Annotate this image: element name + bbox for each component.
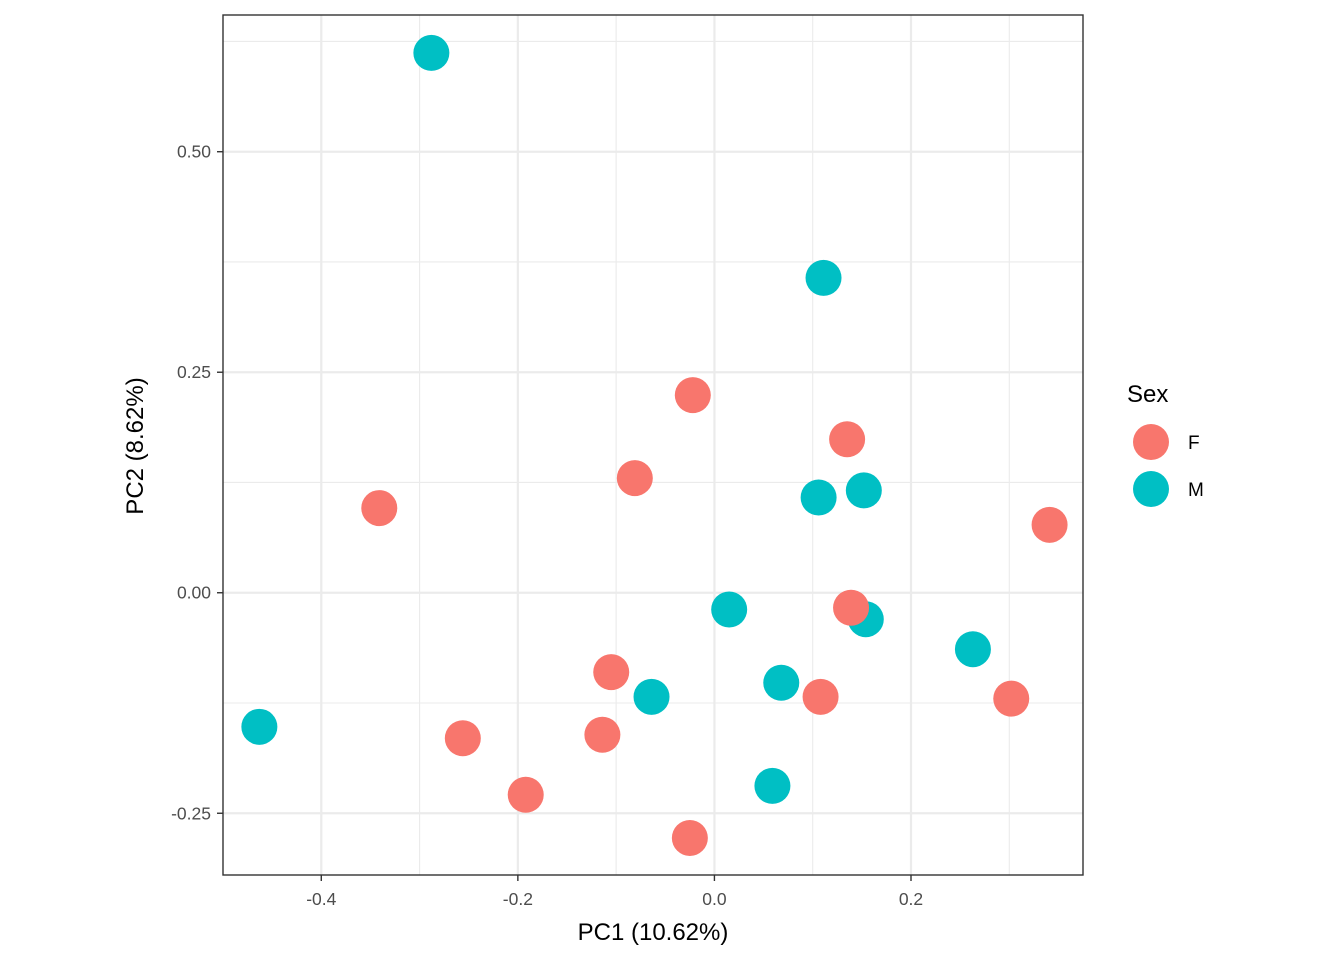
legend-key-f (1133, 424, 1169, 460)
y-axis: -0.25 0.00 0.25 0.50 (171, 142, 223, 823)
legend: Sex F M (1127, 381, 1204, 507)
point-f (507, 776, 544, 813)
x-axis-title: PC1 (10.62%) (578, 919, 729, 946)
point-m (805, 259, 842, 296)
point-m (754, 767, 791, 804)
major-gridlines (223, 15, 1083, 875)
legend-title: Sex (1127, 381, 1168, 408)
point-f (671, 819, 708, 856)
y-tick-label: -0.25 (171, 803, 211, 823)
legend-key-m (1133, 471, 1169, 507)
y-axis-title: PC2 (8.62%) (122, 377, 149, 514)
point-f (444, 720, 481, 757)
point-f (616, 460, 653, 497)
point-m (845, 472, 882, 509)
legend-label-f: F (1188, 433, 1200, 454)
x-axis: -0.4 -0.2 0.0 0.2 (306, 875, 923, 909)
y-tick-label: 0.25 (177, 362, 211, 382)
panel-border (222, 14, 1084, 876)
point-m (763, 664, 800, 701)
point-f (802, 678, 839, 715)
point-m (711, 591, 748, 628)
point-f (584, 716, 621, 753)
point-f (1031, 506, 1068, 543)
point-f (833, 589, 870, 626)
point-f (361, 490, 398, 527)
x-tick-label: -0.4 (306, 889, 336, 909)
point-m (954, 631, 991, 668)
minor-gridlines (222, 15, 1083, 875)
point-m (633, 678, 670, 715)
legend-label-m: M (1188, 480, 1204, 501)
x-tick-label: 0.0 (702, 889, 727, 909)
point-f (593, 654, 630, 691)
point-f (829, 421, 866, 458)
point-m (800, 479, 837, 516)
point-m (413, 34, 450, 71)
point-m (241, 708, 278, 745)
x-tick-label: -0.2 (503, 889, 533, 909)
y-tick-label: 0.50 (177, 142, 211, 162)
y-tick-label: 0.00 (177, 583, 211, 603)
point-f (674, 377, 711, 414)
x-tick-label: 0.2 (899, 889, 923, 909)
point-f (993, 680, 1030, 717)
data-points (241, 34, 1068, 856)
